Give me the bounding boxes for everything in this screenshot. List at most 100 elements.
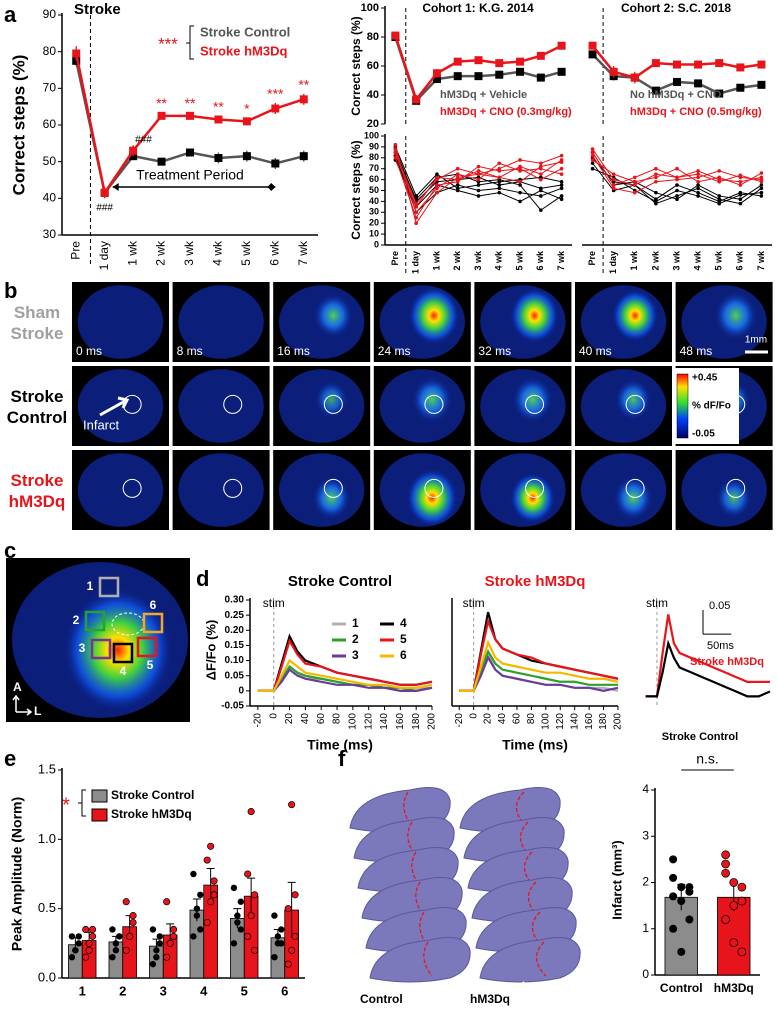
series-line [459,617,619,692]
data-point [291,891,299,899]
point [590,161,595,166]
point [590,150,595,155]
point [611,177,616,182]
series-line [645,614,770,698]
baseline-significance: ### [96,203,113,214]
infarct-outline [423,941,433,977]
infarct-roi [424,394,444,414]
y-tick-label: 0.0 [38,969,56,984]
point [738,197,743,202]
x-tick-label: 140 [379,713,390,730]
point [759,194,764,198]
point [759,179,764,184]
point [675,166,679,171]
x-tick-label: Control [660,981,703,995]
x-tick-label: 160 [395,713,406,730]
infarct-roi [323,394,343,414]
x-tick-label: 1 day [608,251,618,274]
x-tick-label: 5 [241,983,248,998]
roi-label: 6 [150,598,157,612]
panel-letter: e [4,746,16,771]
x-tick-label: 6 wk [735,250,745,271]
x-tick-label: 5 wk [239,240,253,266]
point [242,117,251,126]
data-point [89,932,97,940]
data-point [721,868,730,878]
legend-label: hM3Dq + CNO (0.5mg/kg) [630,106,762,118]
point [759,190,764,195]
infarct-roi [122,478,142,498]
legend-label: Stroke Control [200,24,290,39]
data-point [197,926,204,933]
data-point [109,954,116,961]
point [759,186,764,191]
point [611,186,616,191]
y-tick-label: 60 [43,117,57,131]
point [675,194,679,198]
x-axis-label: Time (ms) [502,737,568,753]
point [611,172,616,176]
point [590,153,595,158]
colorbar [676,373,689,439]
point [157,111,166,120]
data-point [669,892,678,901]
series-line [459,655,619,692]
point [455,183,460,187]
point [557,41,566,50]
x-tick-label: 160 [584,713,595,730]
data-point [149,960,157,968]
x-tick-label: 4 [200,983,208,998]
cortex [77,285,164,359]
point [559,153,564,158]
point [476,164,481,169]
x-tick-label: 2 [119,983,126,998]
legend-label: 6 [400,648,407,662]
data-point [156,933,164,940]
point [476,188,481,193]
data-point [210,891,218,899]
point [476,169,481,173]
infarct-roi [525,478,545,498]
point [497,179,502,184]
point [694,79,703,88]
point [435,190,439,195]
point [497,183,502,187]
point [632,175,637,180]
data-point [75,933,83,940]
y-tick-label: 0.10 [225,655,245,666]
legend-label: 3 [352,648,359,662]
time-label: 32 ms [478,344,511,358]
point [474,56,483,65]
x-tick-label: Pre [390,251,400,266]
y-tick-label: 0.5 [38,900,56,915]
point [696,169,700,173]
roi-box [84,610,106,632]
point [412,95,421,104]
infarct-roi [625,478,645,498]
data-point [207,842,215,850]
data-point [721,850,730,860]
panel-letter: a [4,2,17,27]
point [696,175,700,180]
orientation-a: A [13,680,22,694]
x-tick-label: 60 [512,713,523,725]
baseline-significance: ### [135,135,152,146]
x-tick-label: 2 wk [154,240,168,266]
x-tick-label: -20 [253,713,264,728]
trace-label: Stroke Control [662,731,738,743]
chart-title: Stroke [74,1,121,18]
infarct-roi [223,478,243,498]
data-point [677,947,686,956]
y-tick-label: 0.30 [225,595,245,606]
point [271,159,280,168]
point [539,161,543,166]
point [539,177,543,182]
point [242,152,251,161]
data-point [284,905,292,913]
y-tick-label: 70 [369,163,379,173]
point [673,77,681,86]
point [590,166,595,171]
infarct-roi [223,394,243,414]
data-point [72,947,79,954]
